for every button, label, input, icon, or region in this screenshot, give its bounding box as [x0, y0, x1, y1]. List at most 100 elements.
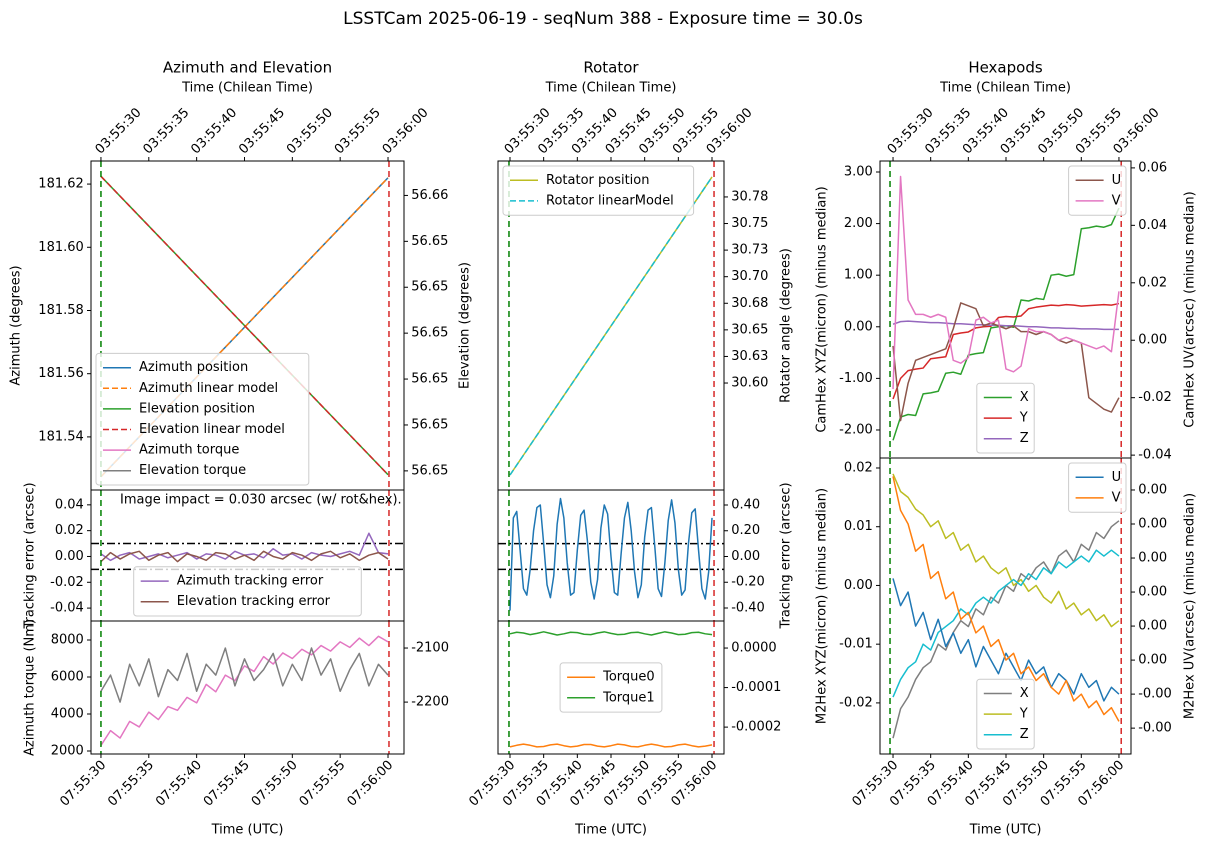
y-tick-label: -0.04	[1138, 448, 1172, 463]
legend-label: X	[1020, 390, 1029, 405]
plot-area	[508, 621, 715, 754]
x-label: Time (UTC)	[211, 823, 284, 838]
y-tick-label: 0.00	[1138, 619, 1167, 634]
series-line	[892, 476, 1120, 722]
y-tick-label: -0.00	[1138, 721, 1172, 736]
y-tick-label: 181.56	[38, 366, 84, 381]
series-line	[509, 176, 713, 476]
y-tick-label: 56.66	[411, 188, 448, 203]
plot-area	[498, 490, 724, 621]
y-tick-label: 30.78	[731, 189, 768, 204]
y-tick-label: -0.02	[50, 575, 84, 590]
panel-title: Azimuth and Elevation	[163, 59, 332, 77]
legend-label: Azimuth position	[139, 360, 248, 375]
plot-area	[889, 458, 1122, 754]
series-line	[100, 550, 389, 563]
y-tick-label: 0.00	[1138, 333, 1167, 348]
y-tick-label: 56.65	[411, 417, 448, 432]
y-label: CamHex XYZ(micron) (minus median)	[815, 186, 830, 432]
y-tick-label: 30.63	[731, 349, 768, 364]
legend	[1068, 462, 1127, 513]
legend-label: Rotator position	[546, 173, 650, 188]
top-x-label: Time (Chilean Time)	[939, 81, 1071, 96]
legend	[1068, 165, 1127, 216]
y-tick-label: 0.04	[1138, 218, 1167, 233]
legend-label: U	[1112, 470, 1122, 485]
y-tick-label: -0.02	[1138, 390, 1172, 405]
panel-title: Rotator	[583, 59, 639, 77]
y-tick-label: 30.68	[731, 296, 768, 311]
legend-label: Y	[1019, 707, 1028, 722]
y-tick-label: -0.01	[839, 637, 873, 652]
y-tick-label: 56.65	[411, 326, 448, 341]
y-tick-label: -0.02	[839, 695, 873, 710]
y-tick-label: 0.00	[1138, 482, 1167, 497]
y-tick-label: 0.00	[1138, 653, 1167, 668]
plot-area	[508, 161, 715, 490]
y-tick-label: -0.20	[731, 575, 765, 590]
y-tick-label: -0.0001	[731, 680, 781, 695]
legend-label: Y	[1019, 411, 1028, 426]
y-tick-label: 6000	[51, 670, 84, 685]
panel-title: Hexapods	[968, 59, 1043, 77]
legend-label: Z	[1020, 727, 1029, 742]
axes-frame	[879, 457, 1132, 755]
legend-label: Rotator linearModel	[546, 193, 674, 208]
y-tick-label: 181.60	[38, 240, 84, 255]
legend-label: V	[1112, 193, 1121, 208]
y-tick-label: -1.00	[839, 371, 873, 386]
y-tick-label: 0.00	[844, 578, 873, 593]
y-tick-label: 30.70	[731, 269, 768, 284]
y-label: M2Hex XYZ(micron) (minus median)	[815, 488, 830, 724]
annotation: Image impact = 0.030 arcsec (w/ rot&hex)…	[120, 493, 402, 508]
legend-label: Azimuth linear model	[139, 381, 278, 396]
y-tick-label: 0.04	[55, 497, 84, 512]
y-tick-label: 0.02	[844, 460, 873, 475]
series-line	[100, 177, 389, 478]
legend	[559, 662, 663, 713]
x-label: Time (UTC)	[969, 823, 1042, 838]
legend-label: V	[1112, 490, 1121, 505]
y-label: Tracking error (arcsec)	[23, 482, 38, 629]
y-tick-label: 0.01	[844, 519, 873, 534]
y-tick-label: 0.06	[1138, 160, 1167, 175]
legend-label: Elevation linear model	[139, 422, 285, 437]
y-tick-label: -0.04	[50, 601, 84, 616]
y-tick-label: -0.00	[1138, 687, 1172, 702]
y-tick-label: 30.75	[731, 216, 768, 231]
series-line	[892, 578, 1120, 702]
series-line	[509, 743, 713, 748]
y-tick-label: 8000	[51, 633, 84, 648]
plot-area	[889, 161, 1122, 458]
y-tick-label: 3.00	[844, 164, 873, 179]
series-line	[892, 473, 1120, 628]
series-line	[892, 302, 1120, 400]
y-label: Azimuth torque (Nm)	[23, 619, 38, 756]
y-tick-label: -2100	[411, 641, 449, 656]
figure-title: LSSTCam 2025-06-19 - seqNum 388 - Exposu…	[343, 9, 863, 29]
y-tick-label: 0.00	[1138, 585, 1167, 600]
y-tick-label: 56.65	[411, 280, 448, 295]
legend-label: Azimuth torque	[139, 443, 239, 458]
series-line	[892, 549, 1120, 698]
legend-label: Elevation tracking error	[177, 594, 331, 609]
y-tick-label: 56.65	[411, 372, 448, 387]
y-tick-label: 0.00	[1138, 551, 1167, 566]
legend-label: Torque1	[602, 690, 655, 705]
y-tick-label: 2.00	[844, 216, 873, 231]
y-tick-label: 0.00	[55, 549, 84, 564]
y-tick-label: 0.20	[731, 523, 760, 538]
axes-frame	[497, 620, 725, 755]
y-tick-label: 0.00	[844, 319, 873, 334]
y-tick-label: 0.40	[731, 497, 760, 512]
legend-label: X	[1020, 686, 1029, 701]
y-label: Tracking error (arcsec)	[779, 482, 794, 629]
legend	[502, 165, 695, 216]
y-tick-label: 0.00	[1138, 517, 1167, 532]
series-line	[509, 497, 713, 611]
legend-label: Torque0	[602, 670, 655, 685]
y-tick-label: 0.02	[1138, 275, 1167, 290]
y-tick-label: -0.40	[731, 600, 765, 615]
top-x-label: Time (Chilean Time)	[545, 81, 677, 96]
y-tick-label: 4000	[51, 707, 84, 722]
